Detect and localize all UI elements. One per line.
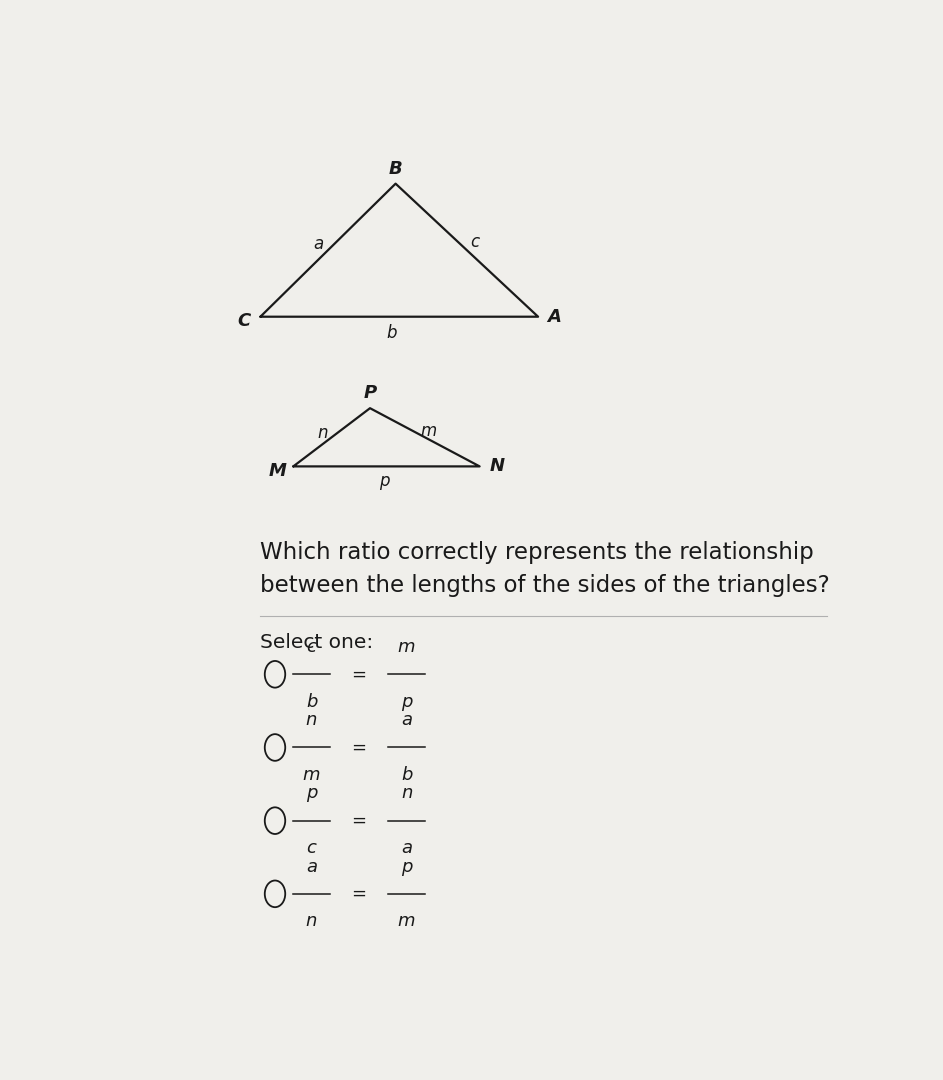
Text: Which ratio correctly represents the relationship
between the lengths of the sid: Which ratio correctly represents the rel… [260,541,830,597]
Text: =: = [352,885,367,903]
Text: b: b [306,692,317,711]
Text: =: = [352,665,367,684]
Text: a: a [401,839,412,856]
Text: c: c [306,638,317,656]
Text: =: = [352,812,367,829]
Text: n: n [317,424,328,442]
Text: n: n [306,913,317,930]
Text: P: P [363,384,376,402]
Text: a: a [401,712,412,729]
Text: Select one:: Select one: [260,633,373,651]
Text: p: p [401,858,412,876]
Text: C: C [238,312,251,329]
Text: c: c [470,233,479,251]
Text: p: p [379,472,389,489]
Text: c: c [306,839,317,856]
Text: M: M [268,461,286,480]
Text: p: p [306,784,317,802]
Text: p: p [401,692,412,711]
Text: m: m [398,638,415,656]
Text: N: N [489,458,505,475]
Text: b: b [401,766,412,784]
Text: A: A [547,308,561,326]
Text: B: B [389,160,403,178]
Text: m: m [398,913,415,930]
Text: a: a [306,858,317,876]
Text: m: m [303,766,321,784]
Text: n: n [401,784,412,802]
Text: m: m [421,421,437,440]
Text: =: = [352,739,367,756]
Text: n: n [306,712,317,729]
Text: a: a [314,235,324,254]
Text: b: b [387,324,397,342]
